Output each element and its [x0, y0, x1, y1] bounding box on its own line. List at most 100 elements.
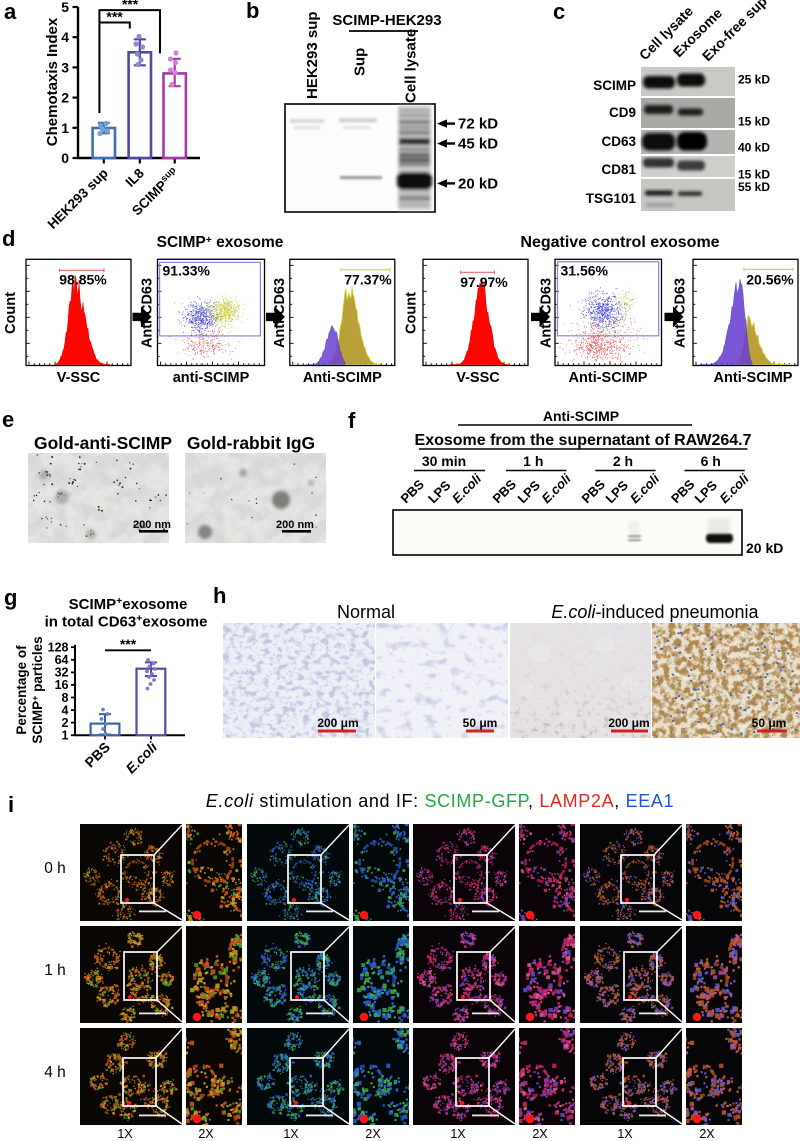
svg-text:CD9: CD9: [609, 105, 636, 120]
svg-text:SCIMP: SCIMP: [593, 78, 636, 93]
svg-text:3: 3: [61, 59, 69, 75]
svg-text:SCIMP+ particles: SCIMP+ particles: [30, 636, 45, 743]
svg-text:E.coli: E.coli: [627, 471, 662, 506]
svg-text:20 kD: 20 kD: [458, 175, 498, 192]
svg-text:1 h: 1 h: [44, 962, 66, 979]
svg-text:LPS: LPS: [692, 477, 721, 506]
svg-text:Anti-SCIMP: Anti-SCIMP: [714, 370, 793, 386]
svg-text:PBS: PBS: [81, 739, 113, 771]
svg-text:2X: 2X: [365, 1127, 381, 1141]
svg-text:Anti-SCIMP: Anti-SCIMP: [543, 408, 619, 424]
svg-text:E.coli-induced pneumonia: E.coli-induced pneumonia: [551, 602, 759, 622]
svg-text:g: g: [4, 585, 17, 610]
svg-text:V-SSC: V-SSC: [456, 370, 500, 386]
svg-text:Anti-CD63: Anti-CD63: [539, 278, 555, 348]
svg-text:d: d: [2, 228, 15, 251]
svg-text:2: 2: [62, 716, 69, 730]
svg-text:Percentage of: Percentage of: [14, 645, 29, 735]
svg-text:PBS: PBS: [668, 476, 698, 506]
svg-text:anti-SCIMP: anti-SCIMP: [173, 370, 250, 386]
svg-text:1 h: 1 h: [523, 453, 543, 469]
svg-text:***: ***: [120, 636, 137, 652]
svg-text:2 h: 2 h: [613, 453, 633, 469]
svg-text:E.coli: E.coli: [449, 471, 484, 506]
svg-text:Anti-CD63: Anti-CD63: [673, 278, 689, 348]
svg-text:4: 4: [61, 29, 69, 45]
svg-text:V-SSC: V-SSC: [57, 370, 101, 386]
svg-text:1X: 1X: [117, 1127, 133, 1141]
svg-text:Negative control exosome: Negative control exosome: [520, 234, 719, 251]
svg-text:200 μm: 200 μm: [608, 716, 649, 730]
svg-text:Chemotaxis Index: Chemotaxis Index: [44, 17, 61, 146]
svg-text:98.85%: 98.85%: [59, 272, 107, 288]
svg-text:1: 1: [61, 120, 69, 136]
svg-text:Cell lysate: Cell lysate: [403, 29, 420, 103]
svg-text:2: 2: [61, 90, 69, 106]
svg-text:Anti-SCIMP: Anti-SCIMP: [303, 370, 382, 386]
svg-text:E.coli stimulation and IF: SCI: E.coli stimulation and IF: SCIMP-GFP, LA…: [206, 791, 674, 811]
svg-text:SCIMP-HEK293: SCIMP-HEK293: [332, 12, 441, 29]
svg-text:0: 0: [61, 150, 69, 166]
svg-text:2X: 2X: [532, 1127, 548, 1141]
svg-text:IL8: IL8: [123, 165, 148, 190]
svg-text:2X: 2X: [198, 1127, 214, 1141]
svg-text:***: ***: [106, 9, 123, 25]
svg-text:1X: 1X: [617, 1127, 633, 1141]
svg-text:4 h: 4 h: [44, 1064, 66, 1081]
svg-text:200 μm: 200 μm: [317, 716, 358, 730]
svg-text:25 kD: 25 kD: [738, 73, 770, 87]
svg-text:TSG101: TSG101: [586, 191, 637, 206]
svg-text:PBS: PBS: [579, 476, 609, 506]
svg-text:50 μm: 50 μm: [752, 716, 787, 730]
svg-text:E.coli: E.coli: [539, 471, 574, 506]
svg-text:Sup: Sup: [352, 48, 369, 76]
svg-text:f: f: [348, 408, 356, 433]
svg-text:Exosome from the supernatant o: Exosome from the supernatant of RAW264.7: [415, 432, 752, 449]
svg-text:1X: 1X: [450, 1127, 466, 1141]
svg-text:1X: 1X: [283, 1127, 299, 1141]
svg-text:Normal: Normal: [337, 602, 395, 622]
svg-text:72 kD: 72 kD: [458, 116, 498, 133]
svg-text:b: b: [246, 0, 259, 23]
svg-text:LPS: LPS: [425, 477, 454, 506]
svg-text:15 kD: 15 kD: [738, 168, 770, 182]
svg-text:97.97%: 97.97%: [460, 274, 508, 290]
svg-text:20.56%: 20.56%: [746, 272, 794, 288]
svg-text:Anti-CD63: Anti-CD63: [272, 278, 288, 348]
svg-text:e: e: [2, 407, 14, 432]
svg-text:40 kD: 40 kD: [738, 141, 770, 155]
svg-text:Count: Count: [404, 292, 420, 334]
svg-text:in total CD63+exosome: in total CD63+exosome: [45, 613, 208, 631]
svg-text:CD63: CD63: [601, 134, 636, 149]
svg-text:31.56%: 31.56%: [561, 263, 609, 279]
svg-text:32: 32: [55, 666, 69, 680]
svg-text:200 nm: 200 nm: [133, 519, 171, 531]
svg-text:45 kD: 45 kD: [458, 136, 498, 153]
svg-text:Gold-rabbit IgG: Gold-rabbit IgG: [187, 433, 315, 453]
svg-text:E.coli: E.coli: [717, 471, 752, 506]
svg-text:HEK293 sup: HEK293 sup: [45, 166, 111, 232]
svg-text:15 kD: 15 kD: [738, 115, 770, 129]
svg-text:***: ***: [122, 0, 139, 12]
svg-text:50 μm: 50 μm: [463, 716, 498, 730]
svg-text:h: h: [213, 583, 226, 608]
svg-text:SCIMP+ exosome: SCIMP+ exosome: [157, 234, 284, 251]
svg-text:64: 64: [55, 653, 69, 667]
svg-text:SCIMP+exosome: SCIMP+exosome: [69, 595, 188, 613]
svg-text:LPS: LPS: [515, 477, 544, 506]
svg-text:200 nm: 200 nm: [276, 519, 314, 531]
svg-text:77.37%: 77.37%: [344, 272, 392, 288]
svg-text:HEK293 sup: HEK293 sup: [304, 11, 321, 99]
svg-text:CD81: CD81: [601, 162, 636, 177]
svg-text:PBS: PBS: [398, 476, 428, 506]
svg-text:E.coli: E.coli: [122, 738, 161, 777]
svg-text:5: 5: [61, 0, 69, 15]
svg-text:LPS: LPS: [603, 477, 632, 506]
svg-text:4: 4: [62, 703, 69, 717]
svg-text:Gold-anti-SCIMP: Gold-anti-SCIMP: [34, 433, 172, 453]
svg-text:c: c: [553, 0, 565, 24]
svg-text:Anti-CD63: Anti-CD63: [140, 278, 156, 348]
svg-text:16: 16: [55, 678, 69, 692]
svg-text:a: a: [4, 0, 17, 24]
svg-text:20 kD: 20 kD: [746, 540, 783, 556]
